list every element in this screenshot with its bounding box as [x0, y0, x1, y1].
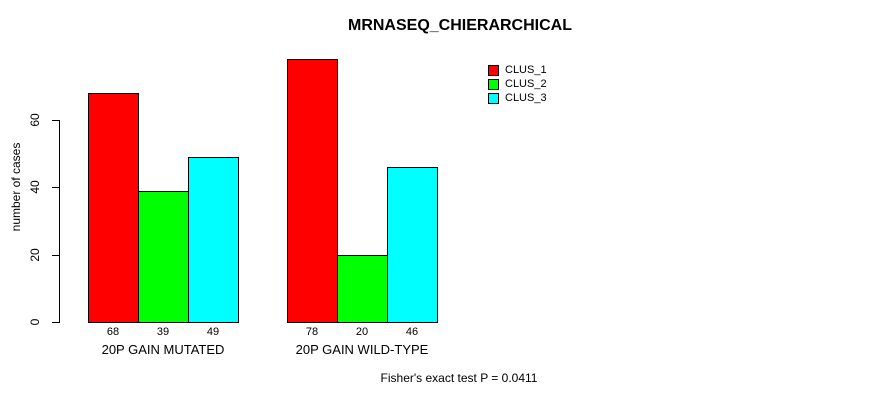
y-axis-label: number of cases	[9, 142, 23, 232]
y-axis-tick-label: 40	[28, 180, 42, 194]
y-axis-tick-label: 20	[28, 248, 42, 262]
bar-clus_1-group2	[287, 59, 338, 323]
y-axis-tick	[52, 120, 59, 121]
y-axis-tick-label: 60	[28, 113, 42, 127]
bar-value-label: 68	[106, 326, 120, 338]
bar-clus_1-group1	[88, 93, 139, 323]
bar-clus_3-group1	[188, 157, 239, 323]
annotation-text: Fisher's exact test P = 0.0411	[380, 371, 538, 385]
legend-color-swatch	[488, 65, 499, 76]
legend-color-swatch	[488, 79, 499, 90]
bar-value-label: 49	[206, 326, 220, 338]
y-axis-tick	[52, 187, 59, 188]
legend-item-clus_2: CLUS_2	[488, 78, 547, 91]
y-axis-line	[59, 120, 60, 323]
legend: CLUS_1 CLUS_2 CLUS_3	[488, 64, 547, 106]
legend-item-label: CLUS_3	[505, 92, 547, 104]
legend-color-swatch	[488, 93, 499, 104]
bar-value-label: 20	[355, 326, 369, 338]
bar-clus_2-group1	[138, 191, 189, 323]
chart-title: MRNASEQ_CHIERARCHICAL	[347, 17, 572, 34]
y-axis-tick	[52, 322, 59, 323]
y-axis-tick-label: 0	[28, 318, 42, 326]
y-axis-tick	[52, 255, 59, 256]
legend-item-label: CLUS_2	[505, 78, 547, 90]
x-category-label: 20P GAIN WILD-TYPE	[295, 342, 429, 357]
bar-clus_2-group2	[337, 255, 388, 323]
bar-value-label: 78	[305, 326, 319, 338]
bar-clus_3-group2	[387, 167, 438, 323]
bar-value-label: 39	[156, 326, 170, 338]
legend-item-clus_3: CLUS_3	[488, 92, 547, 105]
x-category-label: 20P GAIN MUTATED	[101, 342, 225, 357]
legend-item-clus_1: CLUS_1	[488, 64, 547, 77]
legend-item-label: CLUS_1	[505, 64, 547, 76]
bar-value-label: 46	[405, 326, 419, 338]
